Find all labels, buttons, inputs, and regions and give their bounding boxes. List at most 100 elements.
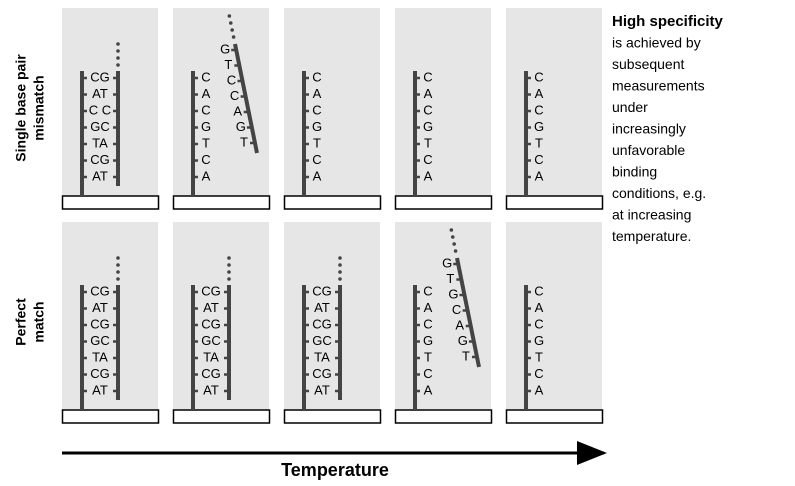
base-pair: AT bbox=[92, 300, 108, 315]
base: T bbox=[424, 349, 432, 364]
base-pair: GC bbox=[201, 333, 221, 348]
base: C bbox=[423, 283, 432, 298]
base: C bbox=[534, 283, 543, 298]
base: T bbox=[202, 135, 210, 150]
base-pair: AT bbox=[203, 382, 219, 397]
note-line: subsequent bbox=[612, 56, 685, 72]
base: T bbox=[446, 271, 454, 286]
note-line: is achieved by bbox=[612, 35, 701, 51]
base: C bbox=[423, 102, 432, 117]
base: C bbox=[423, 316, 432, 331]
base: C bbox=[452, 302, 461, 317]
base-pair: CG bbox=[90, 152, 110, 167]
surface bbox=[394, 195, 493, 210]
panel bbox=[284, 222, 380, 410]
panel bbox=[173, 222, 269, 410]
note-line: temperature. bbox=[612, 228, 691, 244]
base-pair: AT bbox=[92, 168, 108, 183]
strand bbox=[233, 43, 259, 154]
panel bbox=[284, 8, 380, 196]
strand-dot bbox=[227, 270, 231, 274]
strand-dot bbox=[116, 277, 120, 281]
strand-dot bbox=[116, 256, 120, 260]
note-line: under bbox=[612, 99, 648, 115]
row-label: Single base pair bbox=[13, 54, 29, 162]
note-line: at increasing bbox=[612, 207, 691, 223]
base: T bbox=[535, 349, 543, 364]
base: T bbox=[313, 135, 321, 150]
panel bbox=[62, 222, 158, 410]
base-pair: CG bbox=[90, 316, 110, 331]
base: G bbox=[534, 119, 544, 134]
base: T bbox=[535, 135, 543, 150]
base: C bbox=[534, 152, 543, 167]
strand-dot bbox=[116, 270, 120, 274]
base-pair: CG bbox=[312, 283, 332, 298]
base: C bbox=[312, 102, 321, 117]
surface bbox=[172, 195, 271, 210]
row-label: Perfect bbox=[13, 298, 29, 346]
base: A bbox=[424, 86, 433, 101]
panel bbox=[506, 222, 602, 410]
strand-dot bbox=[230, 28, 234, 32]
panel bbox=[395, 222, 491, 410]
base-pair: CG bbox=[312, 316, 332, 331]
base: A bbox=[424, 300, 433, 315]
strand-dot bbox=[338, 270, 342, 274]
base: C bbox=[312, 69, 321, 84]
surface bbox=[394, 409, 493, 424]
base: G bbox=[442, 255, 452, 270]
base: C bbox=[312, 152, 321, 167]
base-pair: CG bbox=[90, 69, 110, 84]
base: T bbox=[462, 348, 470, 363]
strand-dot bbox=[453, 249, 458, 253]
strand-dot bbox=[227, 277, 231, 281]
strand-dot bbox=[116, 42, 120, 46]
base-pair: CG bbox=[201, 283, 221, 298]
base: A bbox=[313, 86, 322, 101]
base-pair: GC bbox=[90, 333, 110, 348]
surface bbox=[505, 195, 604, 210]
base-pair: CG bbox=[90, 366, 110, 381]
base-pair: CG bbox=[90, 283, 110, 298]
base: G bbox=[220, 41, 230, 56]
row-label: match bbox=[31, 301, 47, 342]
base: A bbox=[424, 168, 433, 183]
strand-dot bbox=[338, 263, 342, 267]
base: C bbox=[227, 72, 236, 87]
base-pair: AT bbox=[92, 86, 108, 101]
strand-dot bbox=[449, 228, 454, 232]
base: C bbox=[423, 366, 432, 381]
strand-dot bbox=[116, 56, 120, 60]
base-pair: CG bbox=[201, 366, 221, 381]
strand-dot bbox=[227, 256, 231, 260]
strand-dot bbox=[338, 277, 342, 281]
base: A bbox=[455, 317, 464, 332]
base: C bbox=[201, 152, 210, 167]
axis-label: Temperature bbox=[281, 460, 389, 480]
base: G bbox=[448, 286, 458, 301]
surface bbox=[61, 195, 160, 210]
strand-dot bbox=[450, 235, 455, 239]
base: C bbox=[201, 69, 210, 84]
base: C bbox=[423, 69, 432, 84]
base: A bbox=[202, 86, 211, 101]
strand-dot bbox=[338, 256, 342, 260]
base-pair: GC bbox=[90, 119, 110, 134]
base-pair: CG bbox=[312, 366, 332, 381]
surface bbox=[61, 409, 160, 424]
base-pair: AT bbox=[314, 300, 330, 315]
base: A bbox=[233, 103, 242, 118]
base: C bbox=[534, 102, 543, 117]
strand-dot bbox=[116, 263, 120, 267]
base-pair: AT bbox=[92, 382, 108, 397]
note-title: High specificity bbox=[612, 13, 724, 30]
row-label: mismatch bbox=[31, 75, 47, 140]
base: A bbox=[535, 86, 544, 101]
base: A bbox=[535, 168, 544, 183]
strand-dot bbox=[116, 63, 120, 67]
surface bbox=[172, 409, 271, 424]
base: T bbox=[224, 57, 232, 72]
base: G bbox=[201, 119, 211, 134]
